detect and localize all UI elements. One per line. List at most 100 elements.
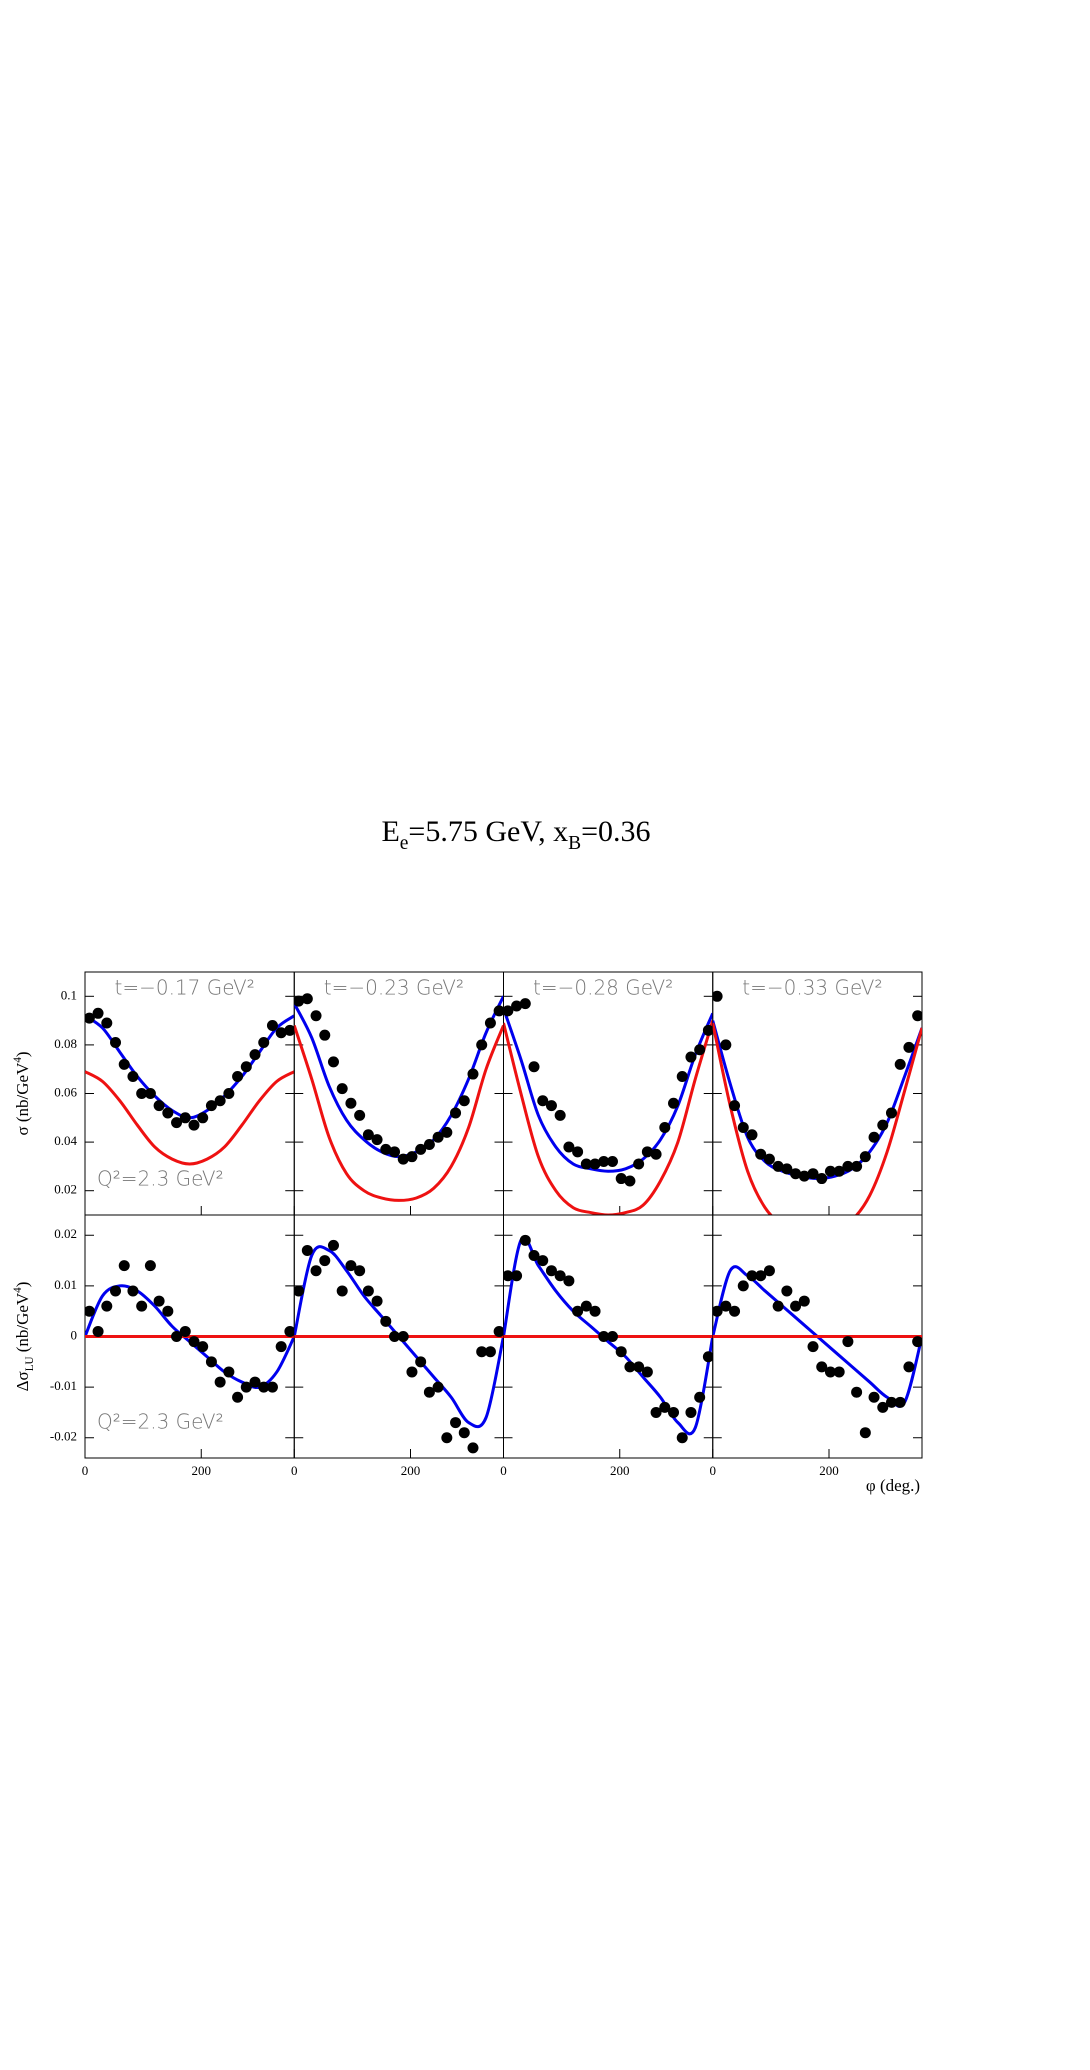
data-point <box>589 1158 601 1170</box>
data-point <box>205 1100 217 1112</box>
data-point <box>833 1366 845 1378</box>
data-point <box>824 1165 836 1177</box>
data-point <box>336 1285 348 1297</box>
data-point <box>545 1100 557 1112</box>
data-point <box>833 1165 845 1177</box>
data-point <box>824 1366 836 1378</box>
data-point <box>694 1391 706 1403</box>
data-point <box>345 1097 357 1109</box>
data-point <box>223 1366 235 1378</box>
data-point <box>676 1432 688 1444</box>
data-point <box>127 1070 139 1082</box>
data-point <box>327 1239 339 1251</box>
data-point <box>894 1396 906 1408</box>
data-point <box>659 1122 671 1134</box>
data-point <box>310 1265 322 1277</box>
data-point <box>284 1024 295 1036</box>
x-tick-label: 200 <box>192 1463 212 1478</box>
data-point <box>554 1109 566 1121</box>
data-point <box>851 1160 863 1172</box>
panel-label: Q²=2.3 GeV² <box>97 1167 224 1191</box>
data-point <box>868 1391 880 1403</box>
data-point <box>484 1017 496 1029</box>
data-point <box>284 1325 295 1337</box>
panel-frame <box>293 971 504 1216</box>
data-point <box>319 1255 331 1267</box>
data-point <box>885 1107 897 1119</box>
data-point <box>633 1158 645 1170</box>
data-point <box>458 1427 470 1439</box>
data-point <box>85 1012 95 1024</box>
data-point <box>580 1300 592 1312</box>
panel-label: t=−0.17 GeV² <box>115 976 255 1000</box>
data-point <box>101 1017 113 1029</box>
data-point <box>519 1234 531 1246</box>
data-point <box>450 1417 462 1429</box>
data-point <box>851 1386 863 1398</box>
data-point <box>781 1163 793 1175</box>
panel-label: t=−0.23 GeV² <box>324 976 464 1000</box>
data-point <box>144 1088 156 1099</box>
data-point <box>737 1122 749 1134</box>
data-point <box>205 1356 217 1368</box>
data-point <box>606 1331 618 1342</box>
data-point <box>188 1336 200 1348</box>
text-part: E <box>381 815 399 848</box>
data-point <box>624 1175 636 1187</box>
data-point <box>912 1336 922 1348</box>
text-part: LU <box>24 1357 36 1372</box>
y-tick-label: 0.02 <box>54 1226 77 1241</box>
data-point <box>362 1285 374 1297</box>
text-part: =5.75 GeV, x <box>408 815 568 848</box>
text-part: e <box>400 833 409 854</box>
x-tick-label: 0 <box>710 1463 717 1478</box>
data-point <box>650 1148 662 1160</box>
data-point <box>423 1386 435 1398</box>
panel-label: t=−0.28 GeV² <box>533 976 673 1000</box>
data-point <box>816 1361 828 1373</box>
data-point <box>807 1168 819 1180</box>
data-point <box>153 1100 165 1112</box>
text-part: 4 <box>12 1057 24 1063</box>
data-point <box>144 1260 156 1272</box>
data-point <box>885 1396 897 1408</box>
data-point <box>528 1250 540 1261</box>
data-point <box>232 1391 244 1403</box>
data-point <box>702 1024 713 1036</box>
data-point <box>503 1270 514 1282</box>
data-point <box>476 1039 488 1051</box>
data-point <box>859 1427 871 1439</box>
y-tick-label: 0.02 <box>54 1182 77 1197</box>
data-point <box>406 1151 418 1163</box>
plot-area <box>712 1265 922 1439</box>
data-point <box>537 1255 549 1267</box>
data-point <box>712 990 723 1002</box>
data-point <box>528 1061 540 1073</box>
plot-area <box>85 1260 295 1403</box>
data-point <box>511 1000 523 1012</box>
data-point <box>790 1300 802 1312</box>
data-point <box>301 1244 313 1256</box>
data-point <box>737 1280 749 1292</box>
data-point <box>389 1331 401 1342</box>
data-point <box>101 1300 113 1312</box>
data-point <box>380 1143 392 1155</box>
data-point <box>110 1285 122 1297</box>
data-point <box>275 1027 287 1039</box>
data-point <box>275 1341 287 1353</box>
data-point <box>615 1173 627 1185</box>
data-point <box>240 1061 252 1073</box>
data-point <box>746 1270 758 1282</box>
data-point <box>606 1156 618 1168</box>
plot-area <box>294 1239 504 1454</box>
data-point <box>877 1119 889 1131</box>
data-point <box>807 1341 819 1353</box>
data-point <box>676 1070 688 1082</box>
data-point <box>894 1058 906 1070</box>
fit-curve <box>503 1236 713 1436</box>
text-part: (nb/GeV <box>13 1292 32 1356</box>
data-point <box>798 1170 810 1182</box>
data-point <box>188 1119 200 1131</box>
data-point <box>415 1356 427 1368</box>
